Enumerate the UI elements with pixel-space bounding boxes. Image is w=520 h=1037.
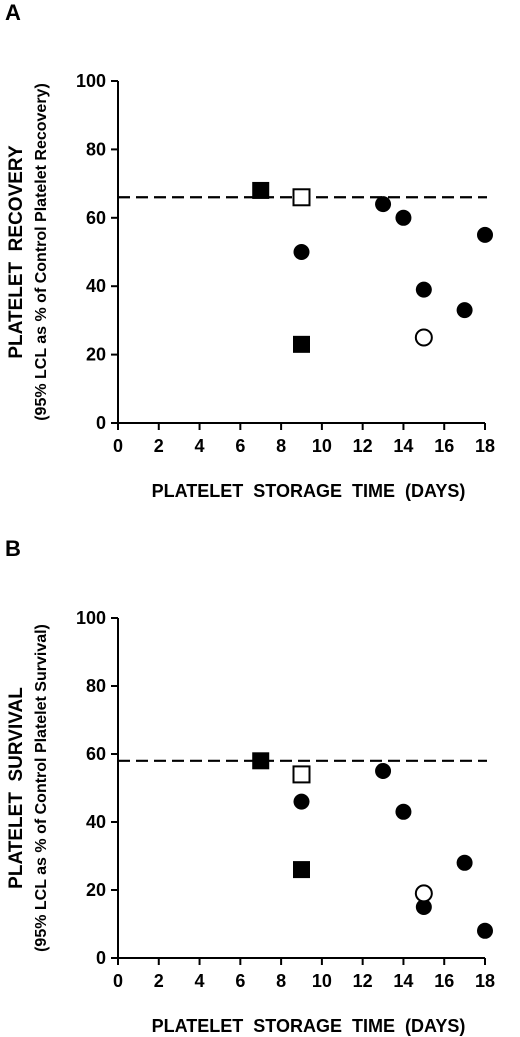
y-tick-label: 80	[86, 676, 106, 696]
x-tick-label: 10	[312, 436, 332, 456]
y-tick-label: 100	[76, 608, 106, 628]
y-axis-subtitle: (95% LCL as % of Control Platelet Recove…	[33, 83, 50, 421]
y-tick-label: 0	[96, 948, 106, 968]
y-tick-label: 40	[86, 276, 106, 296]
data-point-filled-square	[252, 752, 270, 770]
data-point-filled-circle	[456, 302, 473, 319]
x-tick-label: 0	[113, 971, 123, 991]
x-tick-label: 8	[276, 436, 286, 456]
x-tick-label: 2	[154, 436, 164, 456]
data-point-filled-circle	[375, 196, 392, 213]
data-point-open-circle	[414, 328, 433, 347]
panel-label: A	[5, 0, 21, 25]
y-tick-label: 40	[86, 812, 106, 832]
x-tick-label: 14	[393, 971, 413, 991]
x-tick-label: 14	[393, 436, 413, 456]
y-tick-label: 20	[86, 345, 106, 365]
data-point-filled-circle	[456, 854, 473, 871]
x-tick-label: 0	[113, 436, 123, 456]
x-tick-label: 18	[475, 436, 495, 456]
y-axis-title: PLATELET RECOVERY	[6, 145, 27, 359]
x-tick-label: 18	[475, 971, 495, 991]
x-tick-label: 6	[235, 971, 245, 991]
data-point-filled-square	[293, 335, 310, 353]
x-tick-label: 12	[353, 971, 373, 991]
chart-panel-B: B 0 20 40 60 80 100 0 2 4 6 8 10 12 14 16 18 PLATELET STO…	[5, 536, 495, 1036]
data-point-filled-square	[293, 861, 310, 879]
y-axis-subtitle: (95% LCL as % of Control Platelet Surviv…	[33, 624, 50, 952]
data-point-filled-circle	[415, 899, 432, 915]
data-point-filled-square	[252, 181, 270, 199]
x-tick-label: 8	[276, 971, 286, 991]
data-point-filled-circle	[395, 209, 412, 226]
x-tick-label: 10	[312, 971, 332, 991]
data-point-open-square	[292, 188, 311, 207]
data-point-open-square	[292, 765, 311, 784]
data-point-filled-circle	[293, 244, 310, 260]
data-point-filled-circle	[477, 226, 493, 243]
x-tick-label: 4	[195, 436, 205, 456]
y-tick-label: 60	[86, 744, 106, 764]
data-point-filled-circle	[477, 922, 493, 939]
data-point-open-circle	[414, 884, 433, 903]
x-tick-label: 2	[154, 971, 164, 991]
x-tick-label: 6	[235, 436, 245, 456]
x-tick-label: 16	[434, 971, 454, 991]
y-axis-title: PLATELET SURVIVAL	[6, 687, 27, 889]
x-tick-label: 4	[195, 971, 205, 991]
y-tick-label: 60	[86, 208, 106, 228]
y-tick-label: 0	[96, 413, 106, 433]
data-point-filled-circle	[415, 281, 432, 298]
data-point-filled-circle	[395, 803, 412, 820]
y-tick-label: 20	[86, 880, 106, 900]
x-tick-label: 12	[353, 436, 373, 456]
x-axis-title: PLATELET STORAGE TIME (DAYS)	[152, 1016, 466, 1036]
chart-panel-A: A 0 20 40 60 80 100 0 2 4 6 8 10 12 14 16 18 PLATELET STO…	[5, 0, 495, 501]
x-axis-title: PLATELET STORAGE TIME (DAYS)	[152, 481, 466, 501]
data-point-filled-circle	[375, 763, 392, 779]
data-point-filled-circle	[293, 793, 310, 810]
x-tick-label: 16	[434, 436, 454, 456]
y-tick-label: 80	[86, 139, 106, 159]
panel-label: B	[5, 536, 21, 561]
y-tick-label: 100	[76, 71, 106, 91]
